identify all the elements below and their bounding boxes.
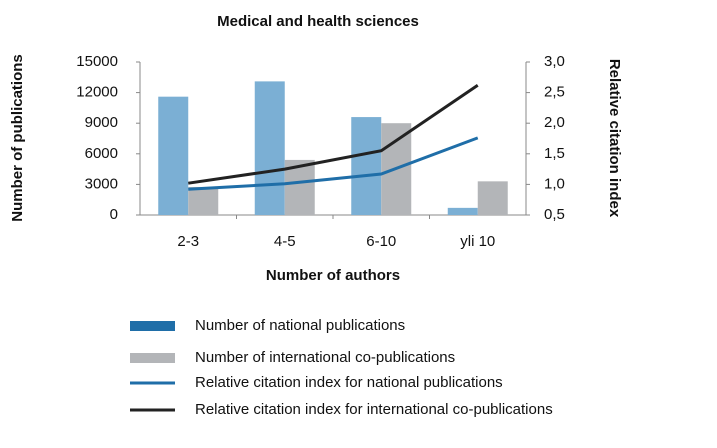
y-axis-title: Number of publications xyxy=(9,54,26,222)
x-tick-label: 2-3 xyxy=(177,233,199,250)
x-tick-label: 6-10 xyxy=(366,233,396,250)
chart-title: Medical and health sciences xyxy=(217,13,419,30)
line xyxy=(188,136,479,191)
y-tick-label: 15000 xyxy=(76,53,118,70)
y-tick-label: 9000 xyxy=(85,114,118,131)
bar xyxy=(351,117,382,215)
y2-tick-label: 3,0 xyxy=(544,53,565,70)
y2-tick-label: 2,5 xyxy=(544,84,565,101)
x-axis-title: Number of authors xyxy=(266,267,400,284)
line xyxy=(188,84,479,185)
y-tick-label: 3000 xyxy=(85,175,118,192)
y2-tick-label: 1,5 xyxy=(544,145,565,162)
bar xyxy=(477,181,508,215)
legend-label: Relative citation index for internationa… xyxy=(195,401,553,418)
x-tick-label: yli 10 xyxy=(460,233,495,250)
bar xyxy=(447,207,478,215)
bar xyxy=(254,81,285,215)
y2-tick-label: 1,0 xyxy=(544,175,565,192)
legend-label: Relative citation index for national pub… xyxy=(195,374,503,391)
y2-axis-title: Relative citation index xyxy=(606,59,623,218)
bar xyxy=(188,186,219,215)
y-tick-label: 0 xyxy=(110,206,118,223)
legend-label: Number of national publications xyxy=(195,317,405,334)
legend-label: Number of international co-publications xyxy=(195,349,455,366)
legend-swatch xyxy=(130,353,175,363)
y2-tick-label: 0,5 xyxy=(544,206,565,223)
legend-swatch xyxy=(130,321,175,331)
x-tick-label: 4-5 xyxy=(274,233,296,250)
y-tick-label: 12000 xyxy=(76,84,118,101)
bar xyxy=(158,96,189,215)
y2-tick-label: 2,0 xyxy=(544,114,565,131)
y-tick-label: 6000 xyxy=(85,145,118,162)
